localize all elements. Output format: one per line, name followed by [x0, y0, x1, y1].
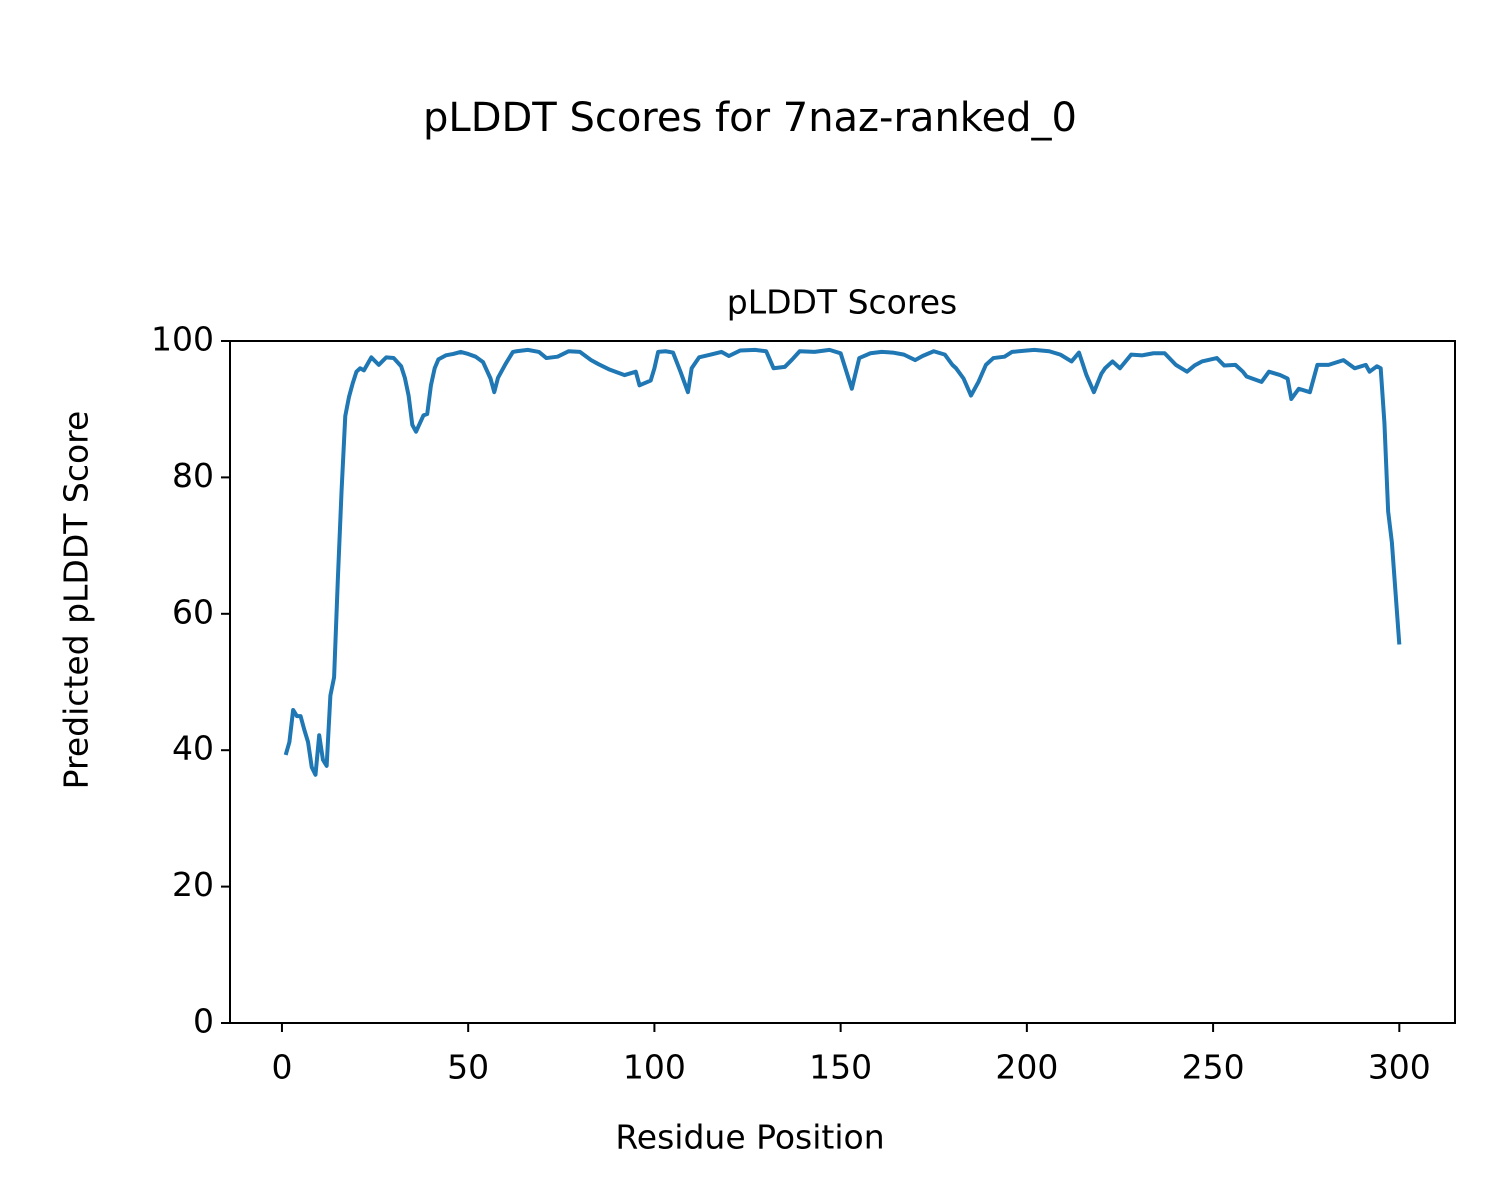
x-tick-label: 300 [1368, 1048, 1431, 1087]
y-tick-label: 60 [172, 592, 214, 631]
line [283, 347, 1402, 777]
y-tick-label: 80 [172, 456, 214, 495]
figure-title: pLDDT Scores for 7naz-ranked_0 [423, 95, 1077, 141]
x-tick-label: 150 [809, 1048, 872, 1087]
x-tick-label: 200 [995, 1048, 1058, 1087]
chart-title: pLDDT Scores [727, 283, 957, 322]
y-axis-label: Predicted pLDDT Score [57, 411, 96, 790]
y-tick-label: 20 [172, 865, 214, 904]
y-tick-label: 40 [172, 729, 214, 768]
plot-frame [229, 340, 1456, 1024]
x-axis-label: Residue Position [615, 1118, 884, 1157]
x-tick-label: 250 [1182, 1048, 1245, 1087]
x-tick-label: 50 [447, 1048, 489, 1087]
y-tick-label: 0 [193, 1002, 214, 1041]
x-tick-label: 0 [271, 1048, 292, 1087]
y-tick-label: 100 [151, 320, 214, 359]
x-tick-label: 100 [623, 1048, 686, 1087]
